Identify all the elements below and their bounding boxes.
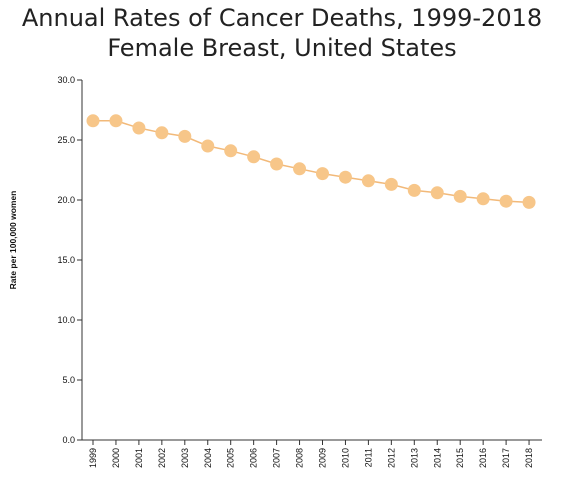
data-point (316, 167, 329, 181)
data-point (155, 126, 169, 140)
chart-title: Annual Rates of Cancer Deaths, 1999-2018 (21, 4, 543, 32)
data-point (453, 189, 467, 203)
data-point (270, 157, 284, 171)
x-tick-label: 2005 (226, 448, 236, 468)
data-point (522, 195, 536, 209)
data-point (201, 139, 215, 153)
data-point (293, 162, 307, 176)
chart-axes: 0.0 5.0 10.0 15.0 20.0 25.0 30.0 1999 2000 2001 20… (57, 75, 542, 468)
x-tick-label: 2015 (455, 448, 465, 468)
data-point (132, 121, 146, 135)
x-tick-label: 2010 (340, 448, 350, 468)
data-point (430, 186, 444, 200)
data-point (476, 192, 490, 206)
x-tick-label: 2011 (363, 448, 373, 467)
data-point (384, 177, 398, 191)
y-axis-label: Rate per 100,000 women (8, 191, 18, 290)
y-tick-label: 30.0 (57, 75, 75, 85)
x-tick-label: 2003 (180, 448, 190, 468)
x-tick-label: 2014 (432, 448, 442, 468)
y-tick-label: 25.0 (57, 135, 75, 145)
data-point (109, 114, 123, 128)
x-tick-label: 2016 (478, 448, 488, 468)
x-tick-label: 1999 (88, 448, 98, 468)
data-point (338, 170, 352, 184)
x-tick-label: 2009 (318, 448, 328, 468)
x-tick-label: 2017 (501, 448, 511, 468)
chart-subtitle: Female Breast, United States (107, 34, 457, 62)
chart-series (86, 114, 536, 209)
x-tick-label: 2000 (111, 448, 121, 468)
data-point (178, 129, 192, 143)
x-tick-label: 2004 (203, 448, 213, 468)
data-point (407, 183, 421, 197)
y-tick-label: 20.0 (57, 195, 75, 205)
x-tick-label: 2006 (249, 448, 259, 468)
y-tick-label: 15.0 (57, 255, 75, 265)
data-point (499, 194, 513, 208)
y-tick-label: 5.0 (62, 375, 75, 385)
x-tick-label: 2001 (134, 448, 144, 468)
x-tick-label: 2008 (295, 448, 305, 468)
data-point (224, 144, 238, 158)
y-tick-label: 0.0 (62, 435, 75, 445)
x-tick-label: 2012 (386, 448, 396, 468)
data-point (361, 174, 375, 188)
x-tick-label: 2002 (157, 448, 167, 468)
x-tick-label: 2007 (272, 448, 282, 468)
x-tick-label: 2018 (524, 448, 534, 468)
data-point (86, 114, 100, 128)
x-tick-label: 2013 (409, 448, 419, 468)
y-tick-label: 10.0 (57, 315, 75, 325)
data-point (247, 150, 261, 164)
